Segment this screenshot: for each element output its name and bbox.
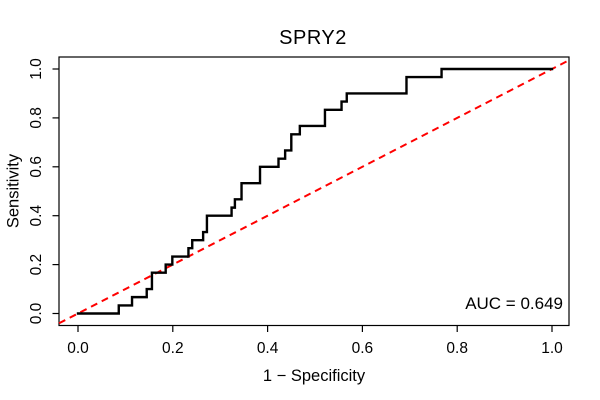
y-tick-label: 1.0 [28, 58, 45, 80]
y-tick-label: 0.4 [28, 205, 45, 227]
y-tick-label: 0.8 [28, 107, 45, 129]
y-tick-label: 0.6 [28, 156, 45, 178]
chart-title: SPRY2 [279, 27, 347, 49]
auc-annotation: AUC = 0.649 [465, 294, 563, 313]
y-axis-title: Sensitivity [4, 153, 23, 229]
roc-curve [76, 67, 554, 315]
y-tick-label: 0.0 [28, 302, 45, 324]
x-tick-label: 1.0 [541, 340, 563, 357]
x-tick-label: 0.4 [257, 340, 279, 357]
plot-box [58, 56, 570, 327]
y-tick-label: 0.2 [28, 254, 45, 276]
x-axis-title: 1 − Specificity [262, 367, 366, 385]
x-tick-label: 0.0 [67, 340, 89, 357]
x-axis-ticks: 0.0 0.2 0.4 0.6 0.8 1.0 [67, 325, 563, 357]
y-axis-ticks: 0.0 0.2 0.4 0.6 0.8 1.0 [28, 58, 59, 324]
reference-diagonal-line [58, 58, 572, 325]
x-tick-label: 0.8 [446, 340, 468, 357]
x-tick-label: 0.2 [162, 340, 184, 357]
x-tick-label: 0.6 [352, 340, 374, 357]
